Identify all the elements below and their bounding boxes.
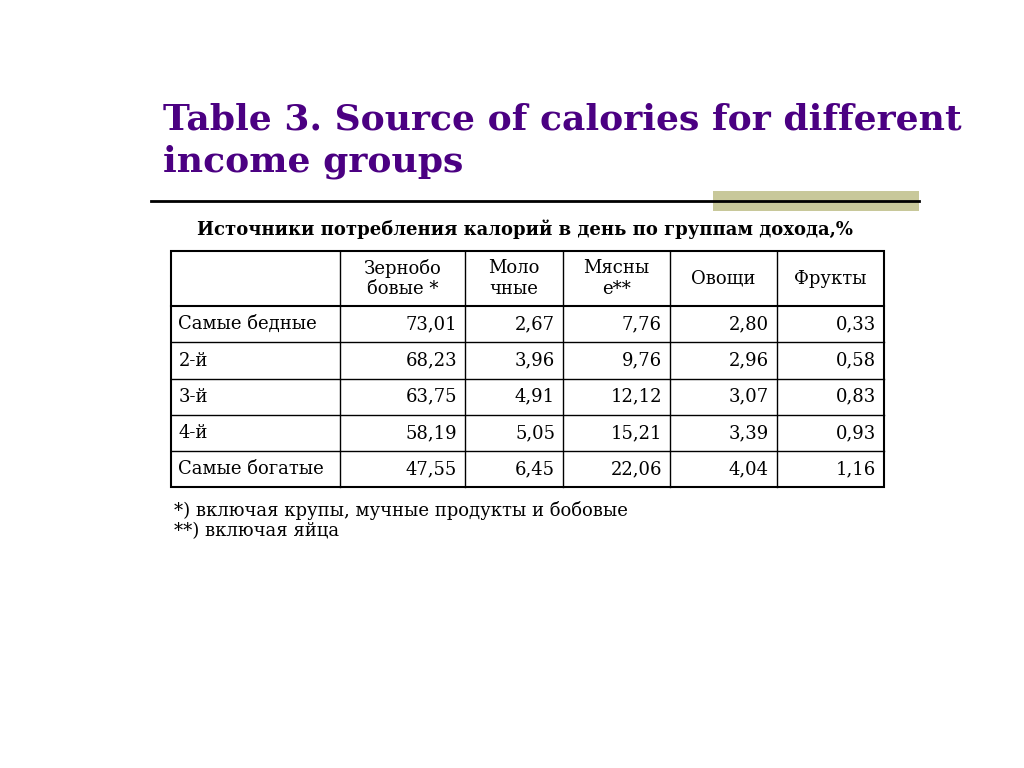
Text: 68,23: 68,23 — [406, 352, 457, 369]
Text: 4,91: 4,91 — [515, 388, 555, 406]
Text: Table 3. Source of calories for different: Table 3. Source of calories for differen… — [163, 102, 962, 136]
Text: 1,16: 1,16 — [836, 460, 876, 478]
Text: 2-й: 2-й — [178, 352, 208, 369]
Text: 4,04: 4,04 — [729, 460, 769, 478]
Text: 3,39: 3,39 — [729, 424, 769, 442]
Text: 0,33: 0,33 — [836, 316, 876, 333]
Text: 0,83: 0,83 — [836, 388, 876, 406]
Text: 2,67: 2,67 — [515, 316, 555, 333]
Text: 0,58: 0,58 — [836, 352, 876, 369]
Text: Самые бедные: Самые бедные — [178, 316, 317, 333]
Text: Источники потребления калорий в день по группам дохода,%: Источники потребления калорий в день по … — [197, 220, 853, 240]
Text: 3,96: 3,96 — [515, 352, 555, 369]
Text: **) включая яйца: **) включая яйца — [174, 521, 340, 540]
Text: 4-й: 4-й — [178, 424, 208, 442]
Text: Моло
чные: Моло чные — [488, 259, 540, 298]
Text: Фрукты: Фрукты — [794, 270, 866, 287]
Text: 22,06: 22,06 — [610, 460, 662, 478]
Text: 2,80: 2,80 — [729, 316, 769, 333]
Text: Самые богатые: Самые богатые — [178, 460, 325, 478]
Text: 15,21: 15,21 — [610, 424, 662, 442]
Text: 47,55: 47,55 — [406, 460, 457, 478]
Text: 6,45: 6,45 — [515, 460, 555, 478]
Text: 2,96: 2,96 — [729, 352, 769, 369]
Text: Зернобо
бовые *: Зернобо бовые * — [364, 259, 441, 299]
Text: 63,75: 63,75 — [406, 388, 457, 406]
Bar — [713, 190, 919, 210]
Text: 0,93: 0,93 — [836, 424, 876, 442]
Text: 58,19: 58,19 — [406, 424, 457, 442]
Text: Мясны
е**: Мясны е** — [583, 259, 649, 298]
Text: 9,76: 9,76 — [622, 352, 662, 369]
Text: 3,07: 3,07 — [729, 388, 769, 406]
Text: 3-й: 3-й — [178, 388, 208, 406]
Text: 5,05: 5,05 — [515, 424, 555, 442]
Text: *) включая крупы, мучные продукты и бобовые: *) включая крупы, мучные продукты и бобо… — [174, 501, 629, 520]
Bar — [171, 251, 884, 487]
Text: 12,12: 12,12 — [610, 388, 662, 406]
Text: income groups: income groups — [163, 144, 463, 179]
Text: 7,76: 7,76 — [622, 316, 662, 333]
Text: 73,01: 73,01 — [406, 316, 457, 333]
Text: Овощи: Овощи — [691, 270, 756, 287]
